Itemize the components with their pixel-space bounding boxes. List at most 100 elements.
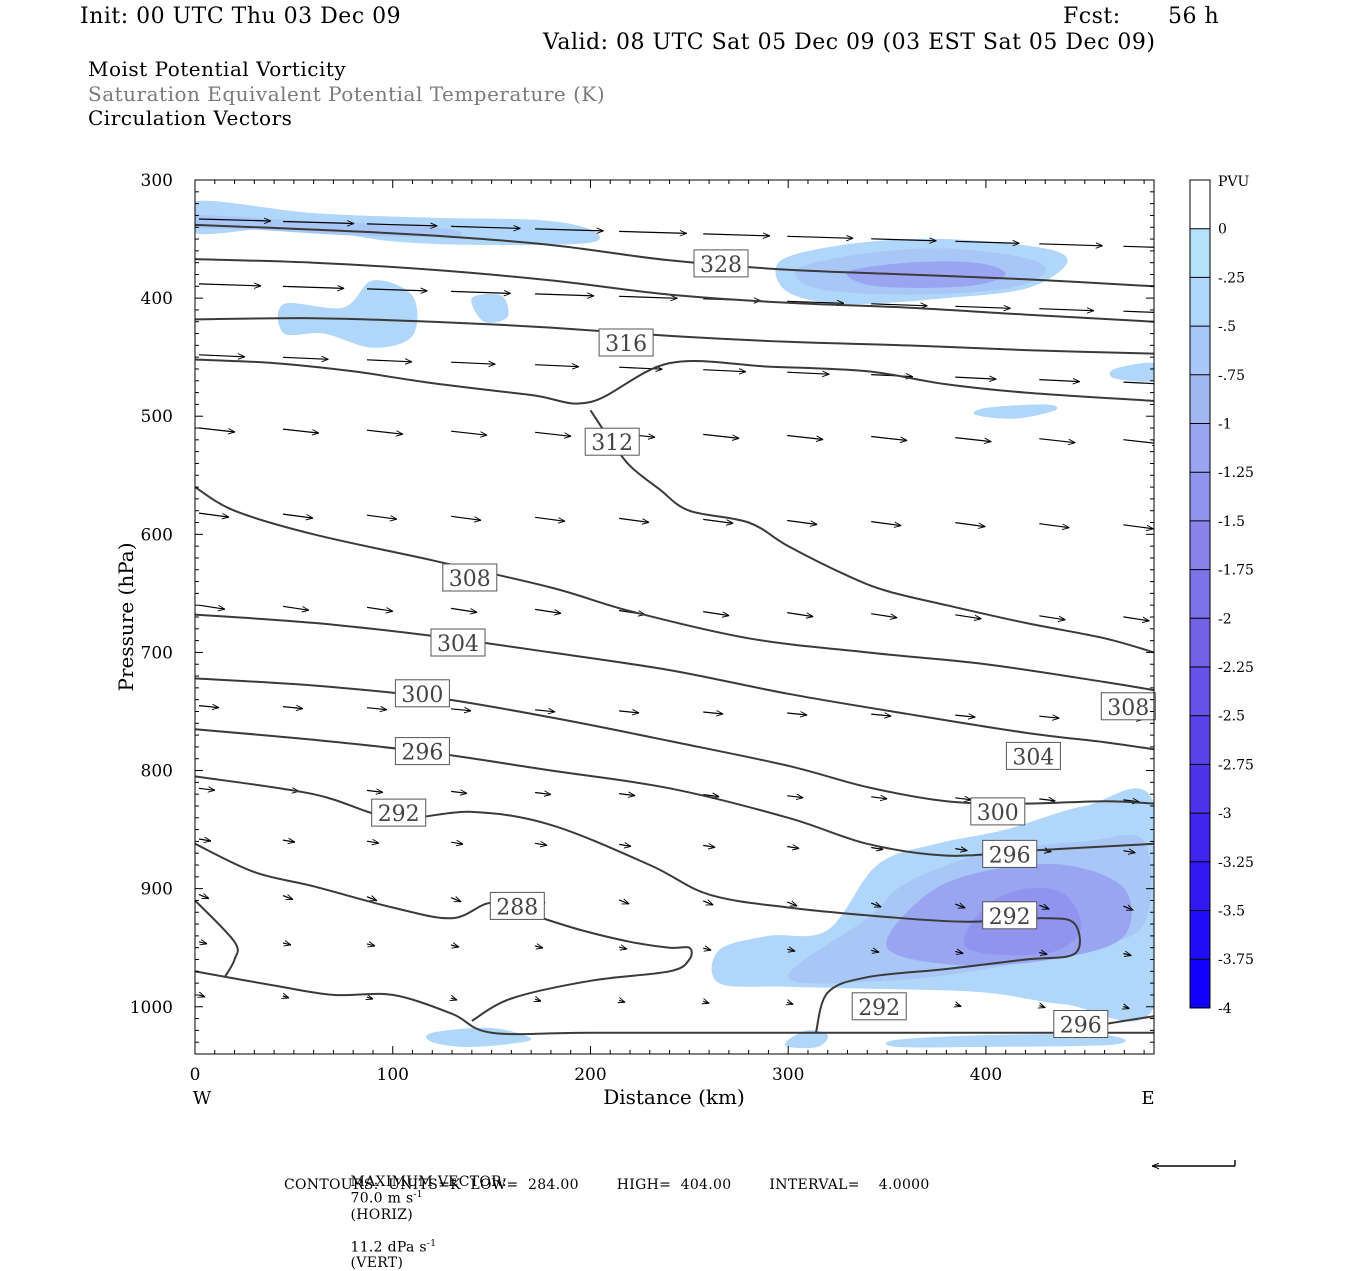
contour-288-10 <box>195 842 693 1022</box>
colorbar-label: -.5 <box>1218 319 1236 335</box>
vert-suffix: (VERT) <box>350 1255 404 1271</box>
vector-arrow <box>955 849 967 851</box>
legend-mpv: Moist Potential Vorticity <box>88 57 347 81</box>
vector-arrow <box>703 611 729 616</box>
x-tick-label: 0 <box>190 1065 201 1085</box>
contour-312-4 <box>589 409 1154 654</box>
contour-label-box <box>442 563 498 592</box>
vector-arrow <box>787 796 803 798</box>
colorbar-swatch <box>1190 959 1210 1009</box>
vector-arrow <box>787 372 829 374</box>
y-tick-label: 700 <box>141 643 173 663</box>
vector-arrow <box>955 306 1010 308</box>
colorbar-swatch <box>1190 764 1210 814</box>
contour-label: 296 <box>1060 1014 1102 1039</box>
y-tick-label: 800 <box>141 762 173 782</box>
contour-label-box <box>851 992 907 1021</box>
vector-arrow <box>366 841 379 843</box>
contour-label-box <box>1005 741 1061 770</box>
vector-arrow <box>619 231 687 233</box>
vector-arrow <box>703 795 719 797</box>
pv-region-6 <box>471 293 509 323</box>
pv-region-7 <box>1109 362 1154 382</box>
contour-label: 292 <box>378 802 420 827</box>
contour-label-box <box>394 679 450 708</box>
vector-arrow <box>1123 310 1154 313</box>
vector-arrow <box>198 219 271 221</box>
contour-label-box <box>970 797 1026 826</box>
vector-arrow <box>1123 954 1131 956</box>
valid-time: Valid: 08 UTC Sat 05 Dec 09 (03 EST Sat … <box>543 30 1156 55</box>
contour-label: 296 <box>989 843 1031 868</box>
forecast-hours: 56 h <box>1168 4 1220 29</box>
vector-arrow <box>787 519 817 525</box>
footer-contours: CONTOURS: UNITS=K LOW= 284.00 HIGH= 404.… <box>284 1177 930 1193</box>
vector-arrow <box>955 1005 961 1007</box>
vector-arrow <box>871 239 936 241</box>
x-tick-label: 100 <box>377 1065 409 1085</box>
vector-arrow <box>198 512 229 517</box>
circulation-vectors <box>198 219 1154 1009</box>
vector-arrow <box>451 607 477 612</box>
vector-arrow <box>703 1001 709 1003</box>
colorbar-swatch <box>1190 228 1210 278</box>
vector-arrow <box>1123 851 1135 853</box>
contour-label-box <box>982 901 1038 930</box>
contour-300-7 <box>195 677 1154 805</box>
vector-arrow <box>198 788 215 790</box>
vector-arrow <box>871 797 887 799</box>
y-tick-label: 600 <box>141 525 173 545</box>
pv-region-5 <box>277 280 418 348</box>
contour-320-2 <box>195 317 1154 355</box>
contour-label: 308 <box>1107 696 1149 721</box>
vector-arrow <box>1039 244 1102 246</box>
vector-arrow <box>367 997 373 999</box>
vector-arrow <box>1123 245 1154 248</box>
vector-arrow <box>535 843 547 845</box>
colorbar-swatch <box>1190 910 1210 960</box>
colorbar-swatch <box>1190 569 1210 619</box>
colorbar-swatch <box>1190 326 1210 376</box>
vector-arrow <box>535 294 594 296</box>
vector-arrow <box>1039 438 1075 443</box>
vector-arrow <box>787 1002 793 1004</box>
vector-arrow <box>871 848 883 850</box>
vector-arrow <box>451 998 457 1000</box>
vector-arrow <box>955 715 975 717</box>
colorbar-label: -1.75 <box>1218 563 1254 579</box>
contour-label: 328 <box>700 253 742 278</box>
contour-label: 292 <box>858 996 900 1021</box>
max-vector-label: MAXIMUM VECTOR: <box>350 1174 507 1190</box>
vector-arrow <box>366 360 412 362</box>
vector-arrow <box>871 304 927 306</box>
vector-arrow <box>1039 380 1080 382</box>
west-label: W <box>193 1088 212 1109</box>
vector-arrow <box>198 942 207 944</box>
theta-es-contours <box>195 223 1154 1036</box>
contour-284-12 <box>195 970 1154 1036</box>
colorbar-label: -.75 <box>1218 368 1245 384</box>
vector-arrow <box>282 605 309 610</box>
colorbar-label: 0 <box>1218 222 1227 238</box>
vector-arrow <box>451 709 471 711</box>
vector-arrow <box>955 798 971 800</box>
colorbar-swatch <box>1190 180 1210 230</box>
vector-arrow <box>955 951 963 953</box>
colorbar-swatch <box>1190 667 1210 717</box>
contour-label-box <box>693 249 749 278</box>
contour-328-0 <box>195 223 1154 288</box>
vector-arrow <box>703 845 715 847</box>
vector-arrow <box>1039 1006 1045 1008</box>
vector-arrow <box>955 241 1019 243</box>
vector-arrow <box>366 606 393 611</box>
colorbar-swatch <box>1190 374 1210 424</box>
contour-316-3 <box>195 358 1154 405</box>
vector-arrow <box>787 713 807 715</box>
vector-arrow <box>535 431 571 436</box>
pv-region-8 <box>973 404 1058 419</box>
colorbar-label: -2.75 <box>1218 757 1254 773</box>
colorbar-swatch <box>1190 277 1210 327</box>
vector-arrow <box>282 943 291 945</box>
legend-vectors: Circulation Vectors <box>88 106 293 130</box>
vector-arrow <box>451 791 467 793</box>
